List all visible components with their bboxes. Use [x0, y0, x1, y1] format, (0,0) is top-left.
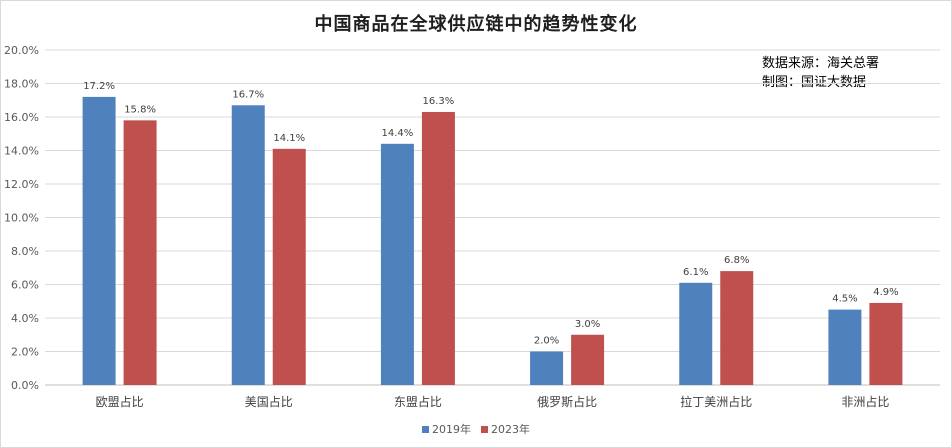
bar	[82, 96, 116, 386]
y-tick-label: 18.0%	[4, 78, 39, 91]
y-tick-label: 8.0%	[11, 245, 39, 258]
bar	[123, 120, 157, 385]
y-tick-label: 6.0%	[11, 279, 39, 292]
bar	[231, 105, 265, 386]
category-label: 东盟占比	[394, 394, 442, 409]
data-label: 14.4%	[382, 128, 414, 139]
y-tick-label: 14.0%	[4, 145, 39, 158]
data-label: 6.1%	[683, 267, 708, 278]
bar	[272, 148, 306, 385]
bar	[421, 111, 455, 385]
legend-swatch-2019	[422, 425, 429, 433]
bar	[720, 271, 754, 385]
legend: 2019年 2023年	[0, 421, 952, 437]
data-label: 14.1%	[273, 133, 305, 144]
legend-item-2019: 2019年	[422, 421, 471, 437]
bar	[828, 309, 862, 385]
y-tick-label: 10.0%	[4, 212, 39, 225]
source-line-1: 数据来源：海关总署	[762, 56, 880, 71]
source-note: 数据来源：海关总署 制图：国证大数据	[762, 54, 879, 92]
source-line-2: 制图：国证大数据	[762, 75, 867, 90]
bar	[679, 282, 713, 385]
data-label: 4.9%	[873, 287, 898, 298]
data-label: 16.3%	[423, 96, 455, 107]
bar	[571, 334, 605, 385]
y-tick-label: 4.0%	[11, 312, 39, 325]
y-tick-label: 16.0%	[4, 111, 39, 124]
data-label: 3.0%	[575, 319, 600, 330]
bar	[380, 143, 414, 385]
category-label: 美国占比	[245, 394, 293, 409]
legend-swatch-2023	[481, 425, 488, 433]
bar	[869, 302, 903, 385]
category-label: 拉丁美洲占比	[680, 394, 752, 409]
category-label: 欧盟占比	[96, 394, 144, 409]
data-label: 6.8%	[724, 255, 749, 266]
category-label: 非洲占比	[841, 394, 889, 409]
chart-title: 中国商品在全球供应链中的趋势性变化	[314, 14, 638, 35]
y-tick-label: 20.0%	[4, 44, 39, 57]
y-tick-label: 12.0%	[4, 178, 39, 191]
data-label: 16.7%	[232, 89, 264, 100]
data-label: 2.0%	[534, 336, 559, 347]
data-label: 15.8%	[124, 104, 156, 115]
y-tick-label: 2.0%	[11, 346, 39, 359]
y-tick-label: 0.0%	[11, 379, 39, 392]
category-label: 俄罗斯占比	[537, 394, 597, 409]
bar	[530, 351, 564, 385]
data-label: 4.5%	[832, 294, 857, 305]
legend-label-2023: 2023年	[491, 423, 530, 436]
legend-label-2019: 2019年	[432, 423, 471, 436]
data-label: 17.2%	[83, 81, 115, 92]
legend-item-2023: 2023年	[481, 421, 530, 437]
